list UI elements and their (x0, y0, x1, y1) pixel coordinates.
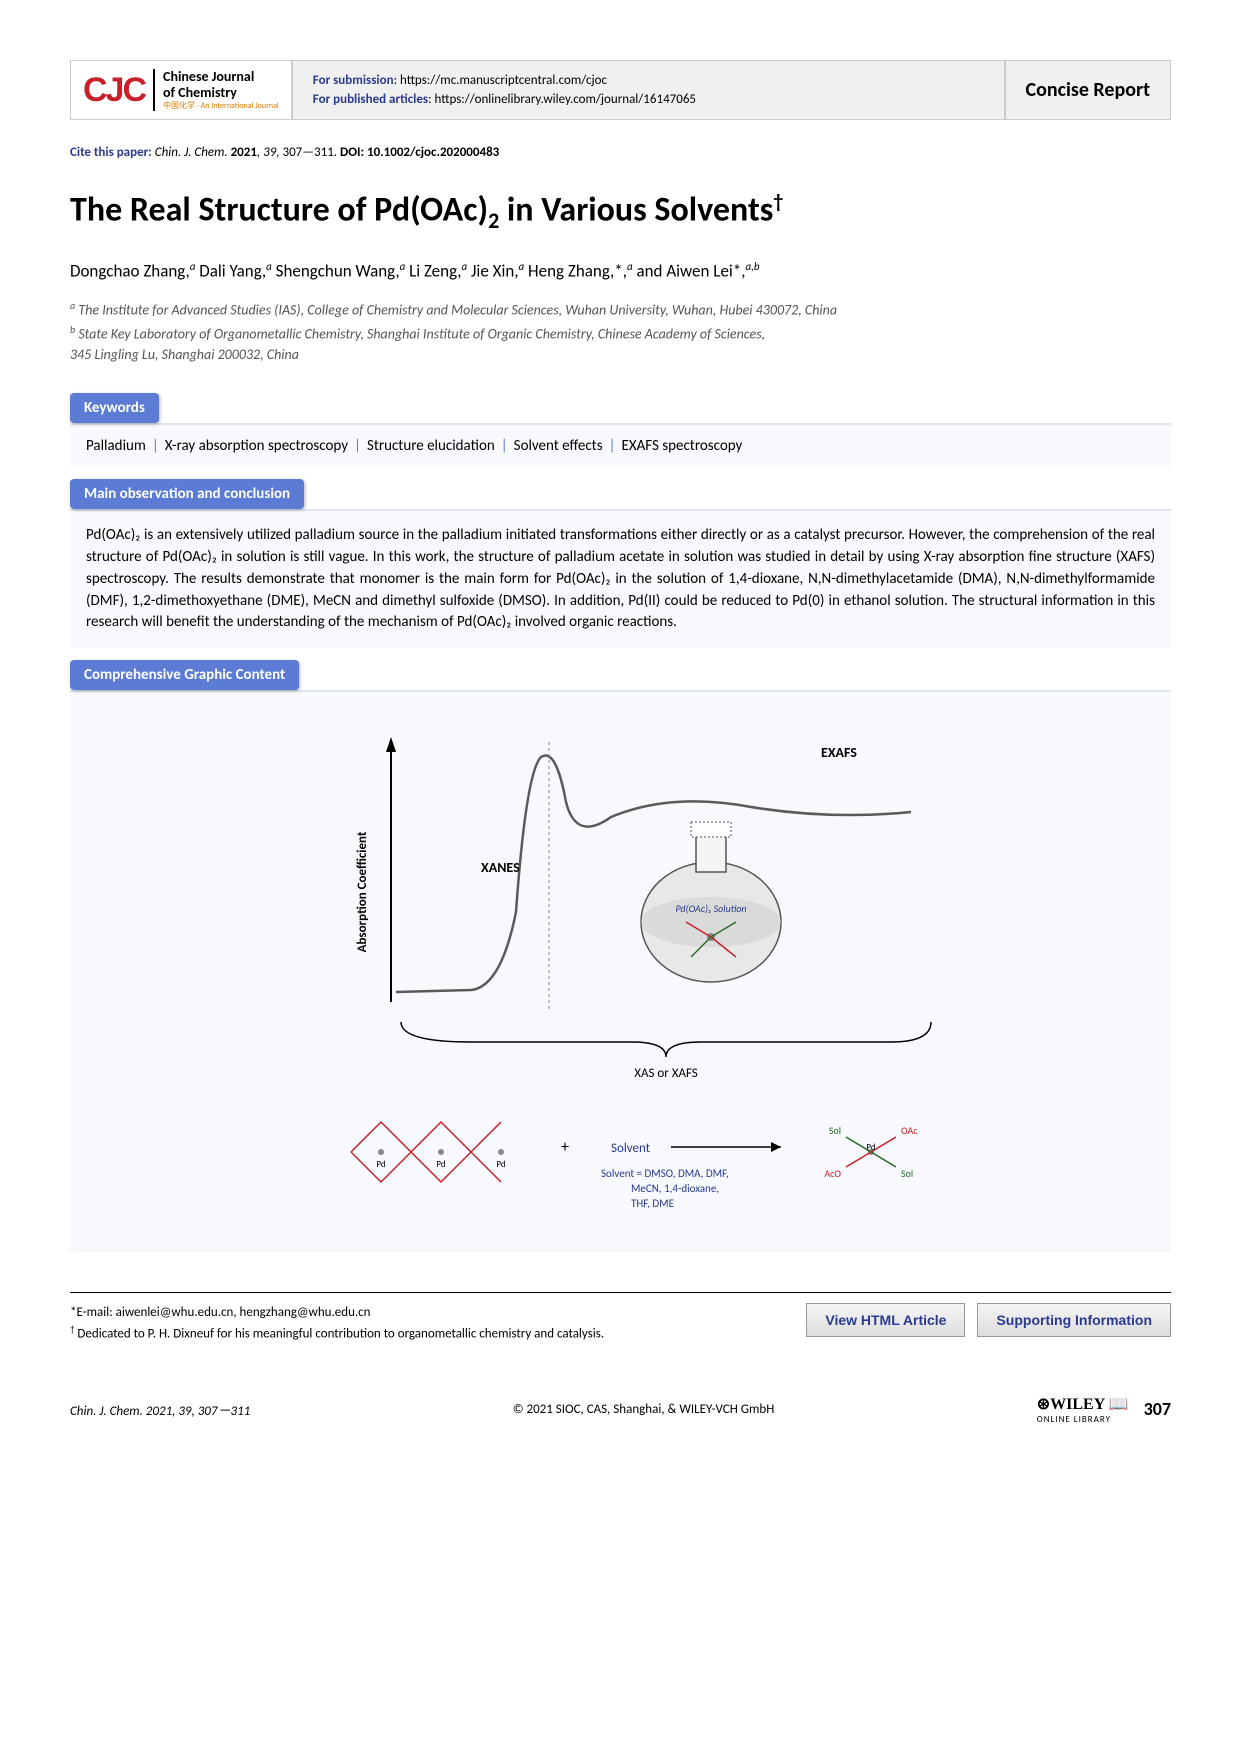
y-axis-label: Absorption Coefficient (355, 831, 370, 952)
author-name: Dongchao Zhang, (70, 260, 190, 281)
keyword: Structure elucidation (367, 437, 495, 455)
author-name: Jie Xin, (467, 260, 518, 281)
affiliation: 345 Lingling Lu, Shanghai 200032, China (70, 346, 1171, 363)
dedication: † Dedicated to P. H. Dixneuf for his mea… (70, 1323, 604, 1344)
footer-buttons: View HTML Article Supporting Information (806, 1303, 1171, 1337)
svg-text:Pd: Pd (496, 1159, 506, 1170)
header-links: For submission: https://mc.manuscriptcen… (292, 60, 1005, 120)
footer-citation: Chin. J. Chem. 2021, 39, 307－311 (70, 1400, 250, 1419)
keywords-badge: Keywords (70, 393, 159, 423)
logo-abbr: CJC (83, 71, 145, 110)
author-name: Heng Zhang,*, (524, 260, 627, 281)
keyword: EXAFS spectroscopy (622, 437, 743, 455)
keyword: Palladium (86, 437, 146, 455)
author-affil-marker: a,b (746, 260, 760, 273)
solvent-list-3: THF, DME (631, 1197, 674, 1210)
solvent-label: Solvent (611, 1141, 651, 1156)
affiliations: a The Institute for Advanced Studies (IA… (70, 299, 1171, 363)
svg-text:OAc: OAc (901, 1124, 918, 1137)
abstract-text: Pd(OAc)₂ is an extensively utilized pall… (70, 509, 1171, 648)
journal-tagline: 中国化学 · An International Journal (163, 100, 279, 111)
supporting-info-button[interactable]: Supporting Information (977, 1303, 1171, 1337)
main-badge: Main observation and conclusion (70, 479, 304, 509)
copyright: © 2021 SIOC, CAS, Shanghai, & WILEY-VCH … (513, 1402, 775, 1417)
page-number: 307 (1144, 1398, 1171, 1420)
plus-sign: + (561, 1138, 569, 1157)
view-html-button[interactable]: View HTML Article (806, 1303, 965, 1337)
wiley-sublabel: ONLINE LIBRARY (1037, 1414, 1129, 1425)
svg-text:Sol: Sol (828, 1124, 840, 1137)
citation: Cite this paper: Chin. J. Chem. 2021, 39… (70, 145, 1171, 160)
submission-link[interactable]: For submission: https://mc.manuscriptcen… (313, 73, 984, 88)
affiliation: b State Key Laboratory of Organometallic… (70, 323, 1171, 343)
abstract-section: Main observation and conclusion Pd(OAc)₂… (70, 479, 1171, 648)
corresponding-info: *E-mail: aiwenlei@whu.edu.cn, hengzhang@… (70, 1303, 604, 1343)
journal-name-1: Chinese Journal (163, 69, 279, 84)
keyword: X-ray absorption spectroscopy (165, 437, 348, 455)
author-name: Li Zeng, (405, 260, 461, 281)
graphic-content: Absorption Coefficient XANES EXAFS Pd(OA… (70, 690, 1171, 1252)
published-link[interactable]: For published articles: https://onlineli… (313, 92, 984, 107)
footer-notes: *E-mail: aiwenlei@whu.edu.cn, hengzhang@… (70, 1292, 1171, 1343)
author-name: Shengchun Wang, (272, 260, 400, 281)
journal-logo: CJC Chinese Journal of Chemistry 中国化学 · … (70, 60, 292, 120)
toc-graphic: Absorption Coefficient XANES EXAFS Pd(OA… (271, 712, 971, 1232)
publisher-block: ⊛WILEY 📖 ONLINE LIBRARY 307 (1037, 1394, 1171, 1425)
email-line: *E-mail: aiwenlei@whu.edu.cn, hengzhang@… (70, 1303, 604, 1323)
flask-label: Pd(OAc)₂ Solution (675, 902, 746, 915)
keywords-content: Palladium|X-ray absorption spectroscopy|… (70, 423, 1171, 467)
page-footer: Chin. J. Chem. 2021, 39, 307－311 © 2021 … (70, 1394, 1171, 1425)
keyword: Solvent effects (514, 437, 603, 455)
authors: Dongchao Zhang,a Dali Yang,a Shengchun W… (70, 260, 1171, 282)
journal-name-2: of Chemistry (163, 85, 279, 100)
solvent-list-2: MeCN, 1,4-dioxane, (631, 1182, 719, 1195)
author-name: Dali Yang, (195, 260, 266, 281)
keywords-section: Keywords Palladium|X-ray absorption spec… (70, 393, 1171, 467)
svg-text:AcO: AcO (824, 1167, 841, 1180)
svg-text:Pd: Pd (376, 1159, 386, 1170)
xas-label: XAS or XAFS (634, 1066, 698, 1081)
graphic-badge: Comprehensive Graphic Content (70, 660, 299, 690)
report-type: Concise Report (1005, 60, 1171, 120)
svg-text:Pd: Pd (866, 1142, 876, 1153)
author-name: and Aiwen Lei*, (633, 260, 746, 281)
affiliation: a The Institute for Advanced Studies (IA… (70, 299, 1171, 319)
wiley-logo: ⊛WILEY 📖 (1037, 1394, 1129, 1414)
article-title: The Real Structure of Pd(OAc)2 in Variou… (70, 190, 1171, 235)
graphic-section: Comprehensive Graphic Content Absorption… (70, 660, 1171, 1252)
logo-text: Chinese Journal of Chemistry 中国化学 · An I… (153, 69, 279, 111)
exafs-label: EXAFS (821, 744, 857, 761)
xanes-label: XANES (481, 859, 520, 876)
svg-text:Pd: Pd (436, 1159, 446, 1170)
header-bar: CJC Chinese Journal of Chemistry 中国化学 · … (70, 60, 1171, 120)
svg-text:Sol: Sol (901, 1167, 913, 1180)
solvent-list-1: Solvent = DMSO, DMA, DMF, (601, 1167, 729, 1180)
